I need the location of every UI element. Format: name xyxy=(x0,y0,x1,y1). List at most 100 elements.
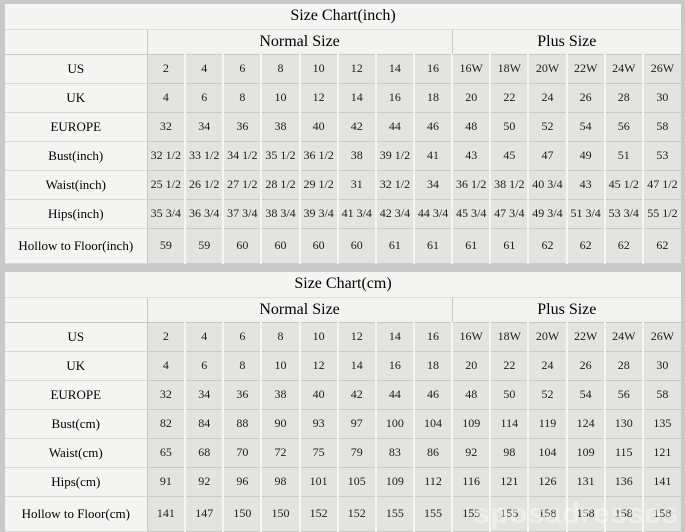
size-cell: 16 xyxy=(413,321,454,352)
size-cell: 4 xyxy=(147,350,187,381)
row-label: EUROPE xyxy=(5,112,148,142)
table-row: UK 4 6 8 10 12 14 16 18 20 22 24 26 28 30 xyxy=(5,350,681,381)
size-cell: 35 3/4 xyxy=(147,198,187,229)
size-cell: 114 xyxy=(490,408,530,439)
size-cell: 84 xyxy=(185,408,225,439)
size-cell: 2 xyxy=(147,321,187,352)
size-cell: 22 xyxy=(490,82,530,113)
size-cell: 58 xyxy=(642,111,681,142)
table-row: EUROPE 32 34 36 38 40 42 44 46 48 50 52 54 56 58 xyxy=(5,379,681,410)
size-cell: 14 xyxy=(375,53,415,84)
size-cell: 150 xyxy=(261,495,301,532)
size-cell: 25 1/2 xyxy=(147,169,187,200)
size-cell: 37 3/4 xyxy=(223,198,263,229)
size-cell: 96 xyxy=(223,466,263,497)
size-cell: 4 xyxy=(147,82,187,113)
row-label: Hips(inch) xyxy=(5,199,148,229)
size-cell: 60 xyxy=(261,227,301,264)
size-cell: 104 xyxy=(528,437,568,468)
size-cell: 65 xyxy=(147,437,187,468)
row-label: Hollow to Floor(cm) xyxy=(5,496,148,532)
size-cell: 79 xyxy=(337,437,377,468)
size-cell: 6 xyxy=(223,321,263,352)
size-cell: 35 1/2 xyxy=(261,140,301,171)
size-cell: 26 xyxy=(566,350,606,381)
size-cell: 50 xyxy=(490,379,530,410)
title-row: Size Chart(inch) xyxy=(5,4,681,30)
size-cell: 155 xyxy=(452,495,492,532)
size-cell: 6 xyxy=(185,82,225,113)
size-cell: 44 xyxy=(375,379,415,410)
size-cell: 10 xyxy=(299,321,339,352)
size-cell: 54 xyxy=(566,111,606,142)
size-cell: 36 3/4 xyxy=(185,198,225,229)
size-cell: 136 xyxy=(604,466,644,497)
group-row: Normal Size Plus Size xyxy=(5,29,681,55)
size-cell: 52 xyxy=(528,111,568,142)
size-cell: 16 xyxy=(375,82,415,113)
size-cell: 45 1/2 xyxy=(604,169,644,200)
size-cell: 16W xyxy=(452,321,492,352)
size-cell: 61 xyxy=(490,227,530,264)
corner-cell xyxy=(5,29,148,55)
size-cell: 32 xyxy=(147,379,187,410)
size-chart-table: Size Chart(cm) Normal Size Plus Size US 2 4… xyxy=(5,272,681,532)
row-label: Hips(cm) xyxy=(5,467,148,497)
size-cell: 141 xyxy=(642,466,681,497)
size-chart-inch-panel: Size Chart(inch) Normal Size Plus Size US… xyxy=(5,4,681,264)
size-cell: 98 xyxy=(490,437,530,468)
size-cell: 88 xyxy=(223,408,263,439)
row-label: UK xyxy=(5,351,148,381)
size-cell: 104 xyxy=(413,408,454,439)
size-cell: 152 xyxy=(299,495,339,532)
size-cell: 26 1/2 xyxy=(185,169,225,200)
size-cell: 20 xyxy=(452,350,492,381)
size-cell: 131 xyxy=(566,466,606,497)
size-cell: 62 xyxy=(528,227,568,264)
size-cell: 70 xyxy=(223,437,263,468)
size-cell: 90 xyxy=(261,408,301,439)
size-cell: 30 xyxy=(642,82,681,113)
size-cell: 29 1/2 xyxy=(299,169,339,200)
size-cell: 98 xyxy=(261,466,301,497)
size-cell: 100 xyxy=(375,408,415,439)
size-cell: 18 xyxy=(413,82,454,113)
size-cell: 38 1/2 xyxy=(490,169,530,200)
size-cell: 22 xyxy=(490,350,530,381)
size-cell: 121 xyxy=(490,466,530,497)
group-header: Normal Size xyxy=(146,29,453,55)
size-cell: 44 xyxy=(375,111,415,142)
size-cell: 38 xyxy=(261,111,301,142)
size-cell: 20W xyxy=(528,53,568,84)
size-cell: 32 xyxy=(147,111,187,142)
size-cell: 46 xyxy=(413,111,454,142)
size-cell: 49 xyxy=(566,140,606,171)
size-cell: 42 xyxy=(337,379,377,410)
size-cell: 150 xyxy=(223,495,263,532)
size-cell: 10 xyxy=(299,53,339,84)
size-cell: 101 xyxy=(299,466,339,497)
table-title: Size Chart(cm) xyxy=(5,272,681,298)
table-row: Waist(cm) 65 68 70 72 75 79 83 86 92 98 104 109 115 12… xyxy=(5,437,681,468)
size-cell: 55 1/2 xyxy=(642,198,681,229)
size-cell: 47 1/2 xyxy=(642,169,681,200)
table-row: Bust(cm) 82 84 88 90 93 97 100 104 109 114 119 124 13… xyxy=(5,408,681,439)
size-cell: 40 3/4 xyxy=(528,169,568,200)
size-cell: 22W xyxy=(566,321,606,352)
size-cell: 158 xyxy=(604,495,644,532)
size-cell: 124 xyxy=(566,408,606,439)
size-cell: 60 xyxy=(337,227,377,264)
size-cell: 36 1/2 xyxy=(452,169,492,200)
table-row: Hips(inch) 35 3/4 36 3/4 37 3/4 38 3/4 39 3/4… xyxy=(5,198,681,229)
size-chart-cm-panel: Size Chart(cm) Normal Size Plus Size US 2 4… xyxy=(5,272,681,532)
size-cell: 32 1/2 xyxy=(375,169,415,200)
size-cell: 34 1/2 xyxy=(223,140,263,171)
size-cell: 38 3/4 xyxy=(261,198,301,229)
size-cell: 24 xyxy=(528,350,568,381)
size-cell: 41 3/4 xyxy=(337,198,377,229)
size-cell: 24W xyxy=(604,321,644,352)
size-cell: 155 xyxy=(490,495,530,532)
size-cell: 91 xyxy=(147,466,187,497)
size-cell: 26W xyxy=(642,321,681,352)
size-cell: 36 1/2 xyxy=(299,140,339,171)
